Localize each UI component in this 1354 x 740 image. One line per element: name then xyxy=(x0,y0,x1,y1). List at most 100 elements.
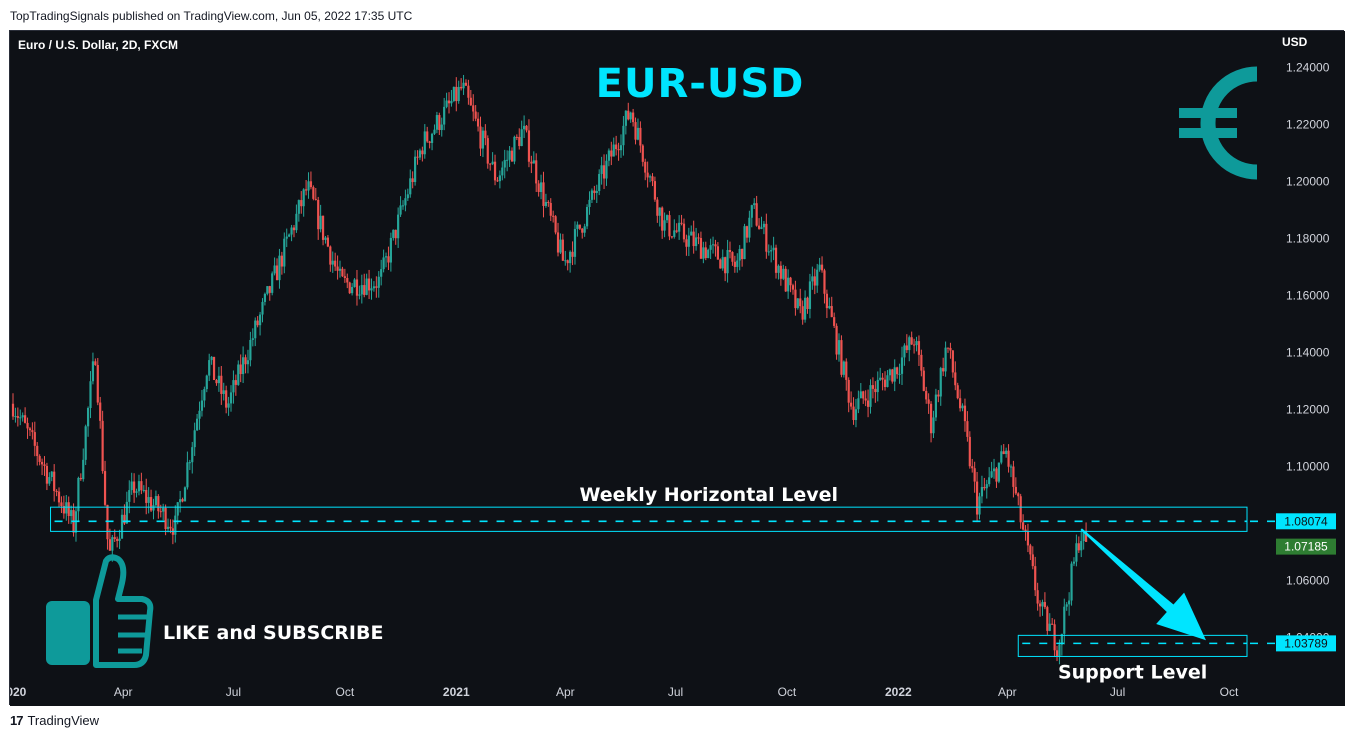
price-chart[interactable]: Euro / U.S. Dollar, 2D, FXCM EUR-USD USD 1.… xyxy=(10,31,1345,706)
candle-body xyxy=(191,447,194,463)
candle-body xyxy=(820,264,824,271)
candle-body xyxy=(86,408,90,427)
candle-body xyxy=(283,238,286,267)
candle-body xyxy=(956,385,959,399)
candle-body xyxy=(569,251,572,264)
candle-body xyxy=(576,224,579,229)
candle-body xyxy=(162,507,165,512)
candle-body xyxy=(401,205,405,207)
candle-body xyxy=(65,502,68,514)
candle-body xyxy=(951,350,954,373)
candle-body xyxy=(627,110,630,120)
like-subscribe-text: LIKE and SUBSCRIBE xyxy=(163,622,383,644)
candle-body xyxy=(355,279,359,296)
candle-body xyxy=(159,511,162,513)
candle-body xyxy=(743,226,746,260)
y-tick-label: 1.12000 xyxy=(1286,402,1330,416)
candle-body xyxy=(833,317,836,326)
chart-title: EUR-USD xyxy=(596,61,805,107)
candle-body xyxy=(896,367,899,375)
candle-body xyxy=(111,537,114,551)
candle-body xyxy=(547,202,550,204)
candle-body xyxy=(501,167,504,176)
candle-body xyxy=(808,281,812,309)
candle-body xyxy=(1055,650,1059,657)
candle-body xyxy=(203,389,206,401)
candle-body xyxy=(1058,644,1061,657)
candle-body xyxy=(876,379,879,393)
candle-body xyxy=(750,205,753,218)
candle-body xyxy=(237,364,240,385)
candle-body xyxy=(830,306,833,318)
candle-body xyxy=(765,223,768,252)
candle-body xyxy=(1029,545,1032,555)
candle-body xyxy=(818,264,821,270)
candle-body xyxy=(757,225,761,229)
candle-body xyxy=(346,277,349,283)
candle-body xyxy=(89,381,92,409)
candle-body xyxy=(319,215,322,230)
candle-body xyxy=(629,112,632,120)
candle-body xyxy=(983,487,986,489)
candle-body xyxy=(152,505,155,511)
candle-body xyxy=(535,160,538,184)
y-tick-label: 1.18000 xyxy=(1286,231,1330,245)
candle-body xyxy=(619,145,623,151)
y-tick-label: 1.22000 xyxy=(1286,118,1330,132)
candle-body xyxy=(539,182,543,192)
candle-body xyxy=(995,468,998,482)
candle-body xyxy=(108,539,111,551)
candle-body xyxy=(675,230,678,232)
candle-body xyxy=(176,502,179,516)
footer-brand[interactable]: 17 TradingView xyxy=(10,713,99,728)
candle-body xyxy=(736,260,739,267)
x-tick-label: Apr xyxy=(998,685,1017,699)
candle-body xyxy=(302,189,305,207)
candle-body xyxy=(154,496,158,506)
candle-body xyxy=(292,227,296,231)
candle-body xyxy=(53,471,56,492)
euro-icon-bar xyxy=(1179,128,1237,138)
candle-body xyxy=(874,388,877,393)
candle-body xyxy=(232,380,235,393)
candle-body xyxy=(96,365,99,403)
candle-body xyxy=(610,150,613,157)
x-tick-label: 2022 xyxy=(885,685,912,699)
candle-body xyxy=(394,229,397,239)
candle-body xyxy=(762,223,766,228)
support-zone xyxy=(1017,634,1248,657)
candle-body xyxy=(280,255,283,267)
candle-body xyxy=(36,445,39,457)
candle-body xyxy=(615,144,618,150)
chart-panel[interactable]: Euro / U.S. Dollar, 2D, FXCM EUR-USD USD 1.… xyxy=(9,30,1345,706)
candle-body xyxy=(1002,451,1005,455)
candle-body xyxy=(593,190,596,194)
candle-body xyxy=(382,257,385,270)
candle-body xyxy=(450,100,453,104)
candle-body xyxy=(275,265,279,281)
candle-body xyxy=(414,156,417,183)
candle-body xyxy=(658,207,661,216)
candle-body xyxy=(888,369,891,376)
candle-body xyxy=(687,235,690,247)
candle-body xyxy=(937,394,940,397)
candle-body xyxy=(210,356,213,361)
thumbs-up-hand xyxy=(93,554,154,668)
candle-body xyxy=(397,214,400,239)
candle-body xyxy=(249,339,252,361)
candle-body xyxy=(680,222,683,224)
candle-body xyxy=(518,136,521,147)
candle-body xyxy=(31,430,34,433)
candle-body xyxy=(16,416,19,418)
candle-body xyxy=(312,187,315,199)
candle-body xyxy=(118,538,121,541)
candle-body xyxy=(816,269,819,286)
candle-body xyxy=(358,294,361,296)
y-tick-label: 1.24000 xyxy=(1286,61,1330,75)
candle-body xyxy=(777,265,780,273)
candle-body xyxy=(605,160,608,179)
x-tick-label: Jul xyxy=(226,685,241,699)
candle-body xyxy=(929,403,933,434)
candle-body xyxy=(1048,623,1051,631)
candle-body xyxy=(195,418,199,431)
